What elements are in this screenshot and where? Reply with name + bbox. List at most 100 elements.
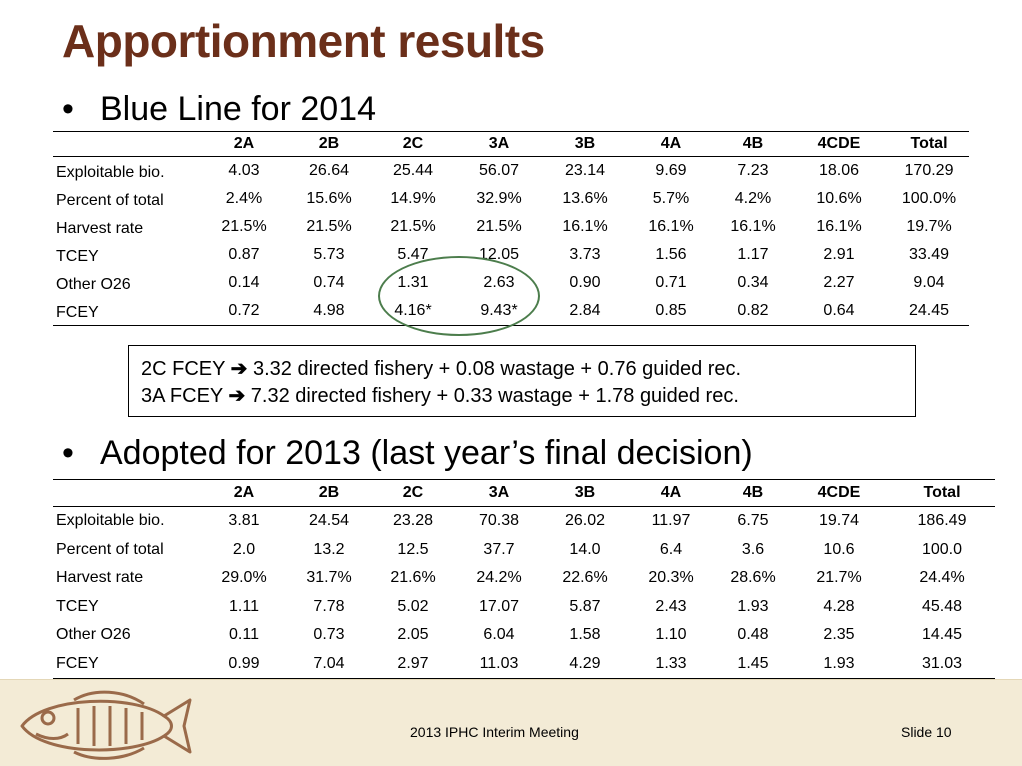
table-cell: 32.9% [476,190,522,207]
table-cell: 1.56 [655,246,687,263]
table-cell: 14.45 [921,626,963,644]
table-cell: 28.6% [730,569,776,587]
row-label: Percent of total [56,192,164,209]
table-cell: 6.04 [483,626,515,644]
table-cell: 15.6% [306,190,352,207]
bullet-text: Blue Line for 2014 [100,90,376,128]
table-cell: 100.0 [921,540,963,558]
table-cell: 16.1% [730,218,776,235]
table-cell: 1.17 [737,246,769,263]
table-cell: 13.6% [562,190,608,207]
table-row: TCEY 1.11 7.78 5.02 17.07 5.87 2.43 1.93 4.28 45.… [53,593,995,622]
bullet-glyph: • [62,90,74,128]
table-cell: 17.07 [478,597,520,615]
table-header-cell: 4CDE [789,479,889,507]
table-cell: 24.45 [908,302,950,319]
table-header-cell: 3A [453,479,545,507]
table-cell: 5.47 [397,246,429,263]
table-header-row: 2A 2B 2C 3A 3B 4A 4B 4CDE Total [53,479,995,507]
table-cell: 20.3% [648,569,694,587]
table-cell: 26.64 [308,162,350,179]
table-cell: 24.4% [919,569,965,587]
table-cell: 2.97 [397,654,429,672]
table-cell: 11.03 [479,654,519,672]
table-cell: 0.72 [228,302,260,319]
table-cell: 23.28 [392,512,434,530]
footer-bar: 2013 IPHC Interim Meeting Slide 10 [0,679,1022,766]
table-header-cell: 2A [203,479,285,507]
row-label: Exploitable bio. [56,512,165,530]
slide-number: Slide 10 [901,724,952,740]
note-line-3a: 3A FCEY ➔ 7.32 directed fishery + 0.33 w… [141,383,915,410]
table-cell: 9.04 [913,274,945,291]
row-label: FCEY [56,304,99,321]
table-cell: 2.84 [569,302,601,319]
table-header-cell: 3A [453,131,545,157]
table-cell: 21.7% [816,569,862,587]
bullet-adopted-2013: • Adopted for 2013 (last year’s final dec… [62,434,753,473]
table-row: Other O26 0.11 0.73 2.05 6.04 1.58 1.10 0.48 2.3… [53,621,995,650]
table-cell: 33.49 [908,246,950,263]
table-cell: 5.73 [313,246,345,263]
table-cell: 186.49 [917,512,967,530]
table-cell: 45.48 [921,597,963,615]
table-cell: 4.03 [228,162,260,179]
table-cell: 7.78 [313,597,345,615]
note-prefix: 2C FCEY [141,358,226,380]
slide-title: Apportionment results [62,15,545,67]
table-cell: 21.5% [306,218,352,235]
table-cell: 16.1% [648,218,694,235]
table-cell: 31.7% [306,569,352,587]
footer-meeting-name: 2013 IPHC Interim Meeting [410,724,579,740]
table-header-cell: 4B [717,131,789,157]
table-cell: 0.82 [737,302,769,319]
row-label: Other O26 [56,276,131,293]
table-cell: 14.0 [569,540,601,558]
table-cell: 0.90 [569,274,601,291]
table-cell: 2.0 [232,540,256,558]
table-cell: 26.02 [564,512,606,530]
note-line-2c: 2C FCEY ➔ 3.32 directed fishery + 0.08 w… [141,356,915,383]
row-label: Exploitable bio. [56,164,165,181]
table-cell: 1.11 [229,597,259,615]
table-cell: 4.98 [313,302,345,319]
table-cell: 9.69 [655,162,687,179]
highlight-circle [378,256,540,336]
table-cell: 5.87 [569,597,601,615]
row-label: FCEY [56,654,99,672]
table-cell: 100.0% [901,190,957,207]
table-header-cell: Total [889,479,995,507]
bullet-text: Adopted for 2013 (last year’s final deci… [100,434,753,472]
table-row: FCEY 0.99 7.04 2.97 11.03 4.29 1.33 1.45 1.93 31.… [53,650,995,679]
row-label: TCEY [56,248,99,265]
table-2013: 2A 2B 2C 3A 3B 4A 4B 4CDE Total Exploitable bio.… [53,479,995,679]
table-cell: 0.74 [313,274,345,291]
table-cell: 0.64 [823,302,855,319]
table-cell: 21.5% [476,218,522,235]
table-cell: 10.6 [823,540,855,558]
table-cell: 13.2 [313,540,345,558]
table-header-cell: 4A [625,479,717,507]
table-cell: 22.6% [562,569,608,587]
table-row: Percent of total 2.4% 15.6% 14.9% 32.9% 13.6%… [53,185,969,213]
table-cell: 24.54 [308,512,350,530]
table-header-cell: 2B [285,479,373,507]
table-cell: 2.05 [397,626,429,644]
table-cell: 3.81 [228,512,260,530]
table-cell: 1.10 [655,626,687,644]
table-cell: 24.2% [476,569,522,587]
halibut-fish-icon [20,690,192,760]
table-header-blank [53,131,203,157]
bullet-glyph: • [62,434,74,472]
table-cell: 0.85 [655,302,687,319]
table-cell: 19.7% [906,218,952,235]
table-cell: 0.99 [228,654,260,672]
table-cell: 21.5% [390,218,436,235]
table-cell: 6.4 [659,540,683,558]
table-header-cell: 4CDE [789,131,889,157]
table-header-cell: 4A [625,131,717,157]
table-cell: 2.91 [823,246,855,263]
table-cell: 31.03 [921,654,963,672]
table-cell: 3.6 [741,540,765,558]
table-cell: 70.38 [478,512,520,530]
